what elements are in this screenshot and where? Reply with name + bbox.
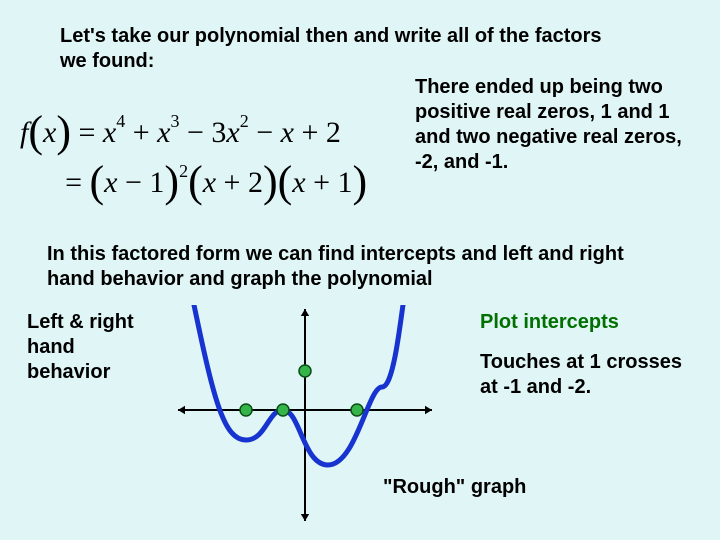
plot-intercepts-title: Plot intercepts [480, 310, 700, 335]
equation-expanded: f(x) = x4 + x3 − 3x2 − x + 2 [20, 102, 341, 153]
intercepts-note: Touches at 1 crosses at -1 and -2. [480, 350, 700, 400]
zeros-explanation: There ended up being two positive real z… [415, 75, 685, 175]
polynomial-graph [170, 305, 440, 525]
equation-block: f(x) = x4 + x3 − 3x2 − x + 2 = (x − 1)2(… [20, 90, 400, 210]
factored-form-note: In this factored form we can find interc… [47, 242, 667, 292]
end-behavior-label: Left & right hand behavior [27, 310, 147, 385]
intro-text: Let's take our polynomial then and write… [60, 24, 620, 74]
equation-factored: = (x − 1)2(x + 2)(x + 1) [20, 152, 367, 203]
graph-svg [170, 305, 440, 525]
